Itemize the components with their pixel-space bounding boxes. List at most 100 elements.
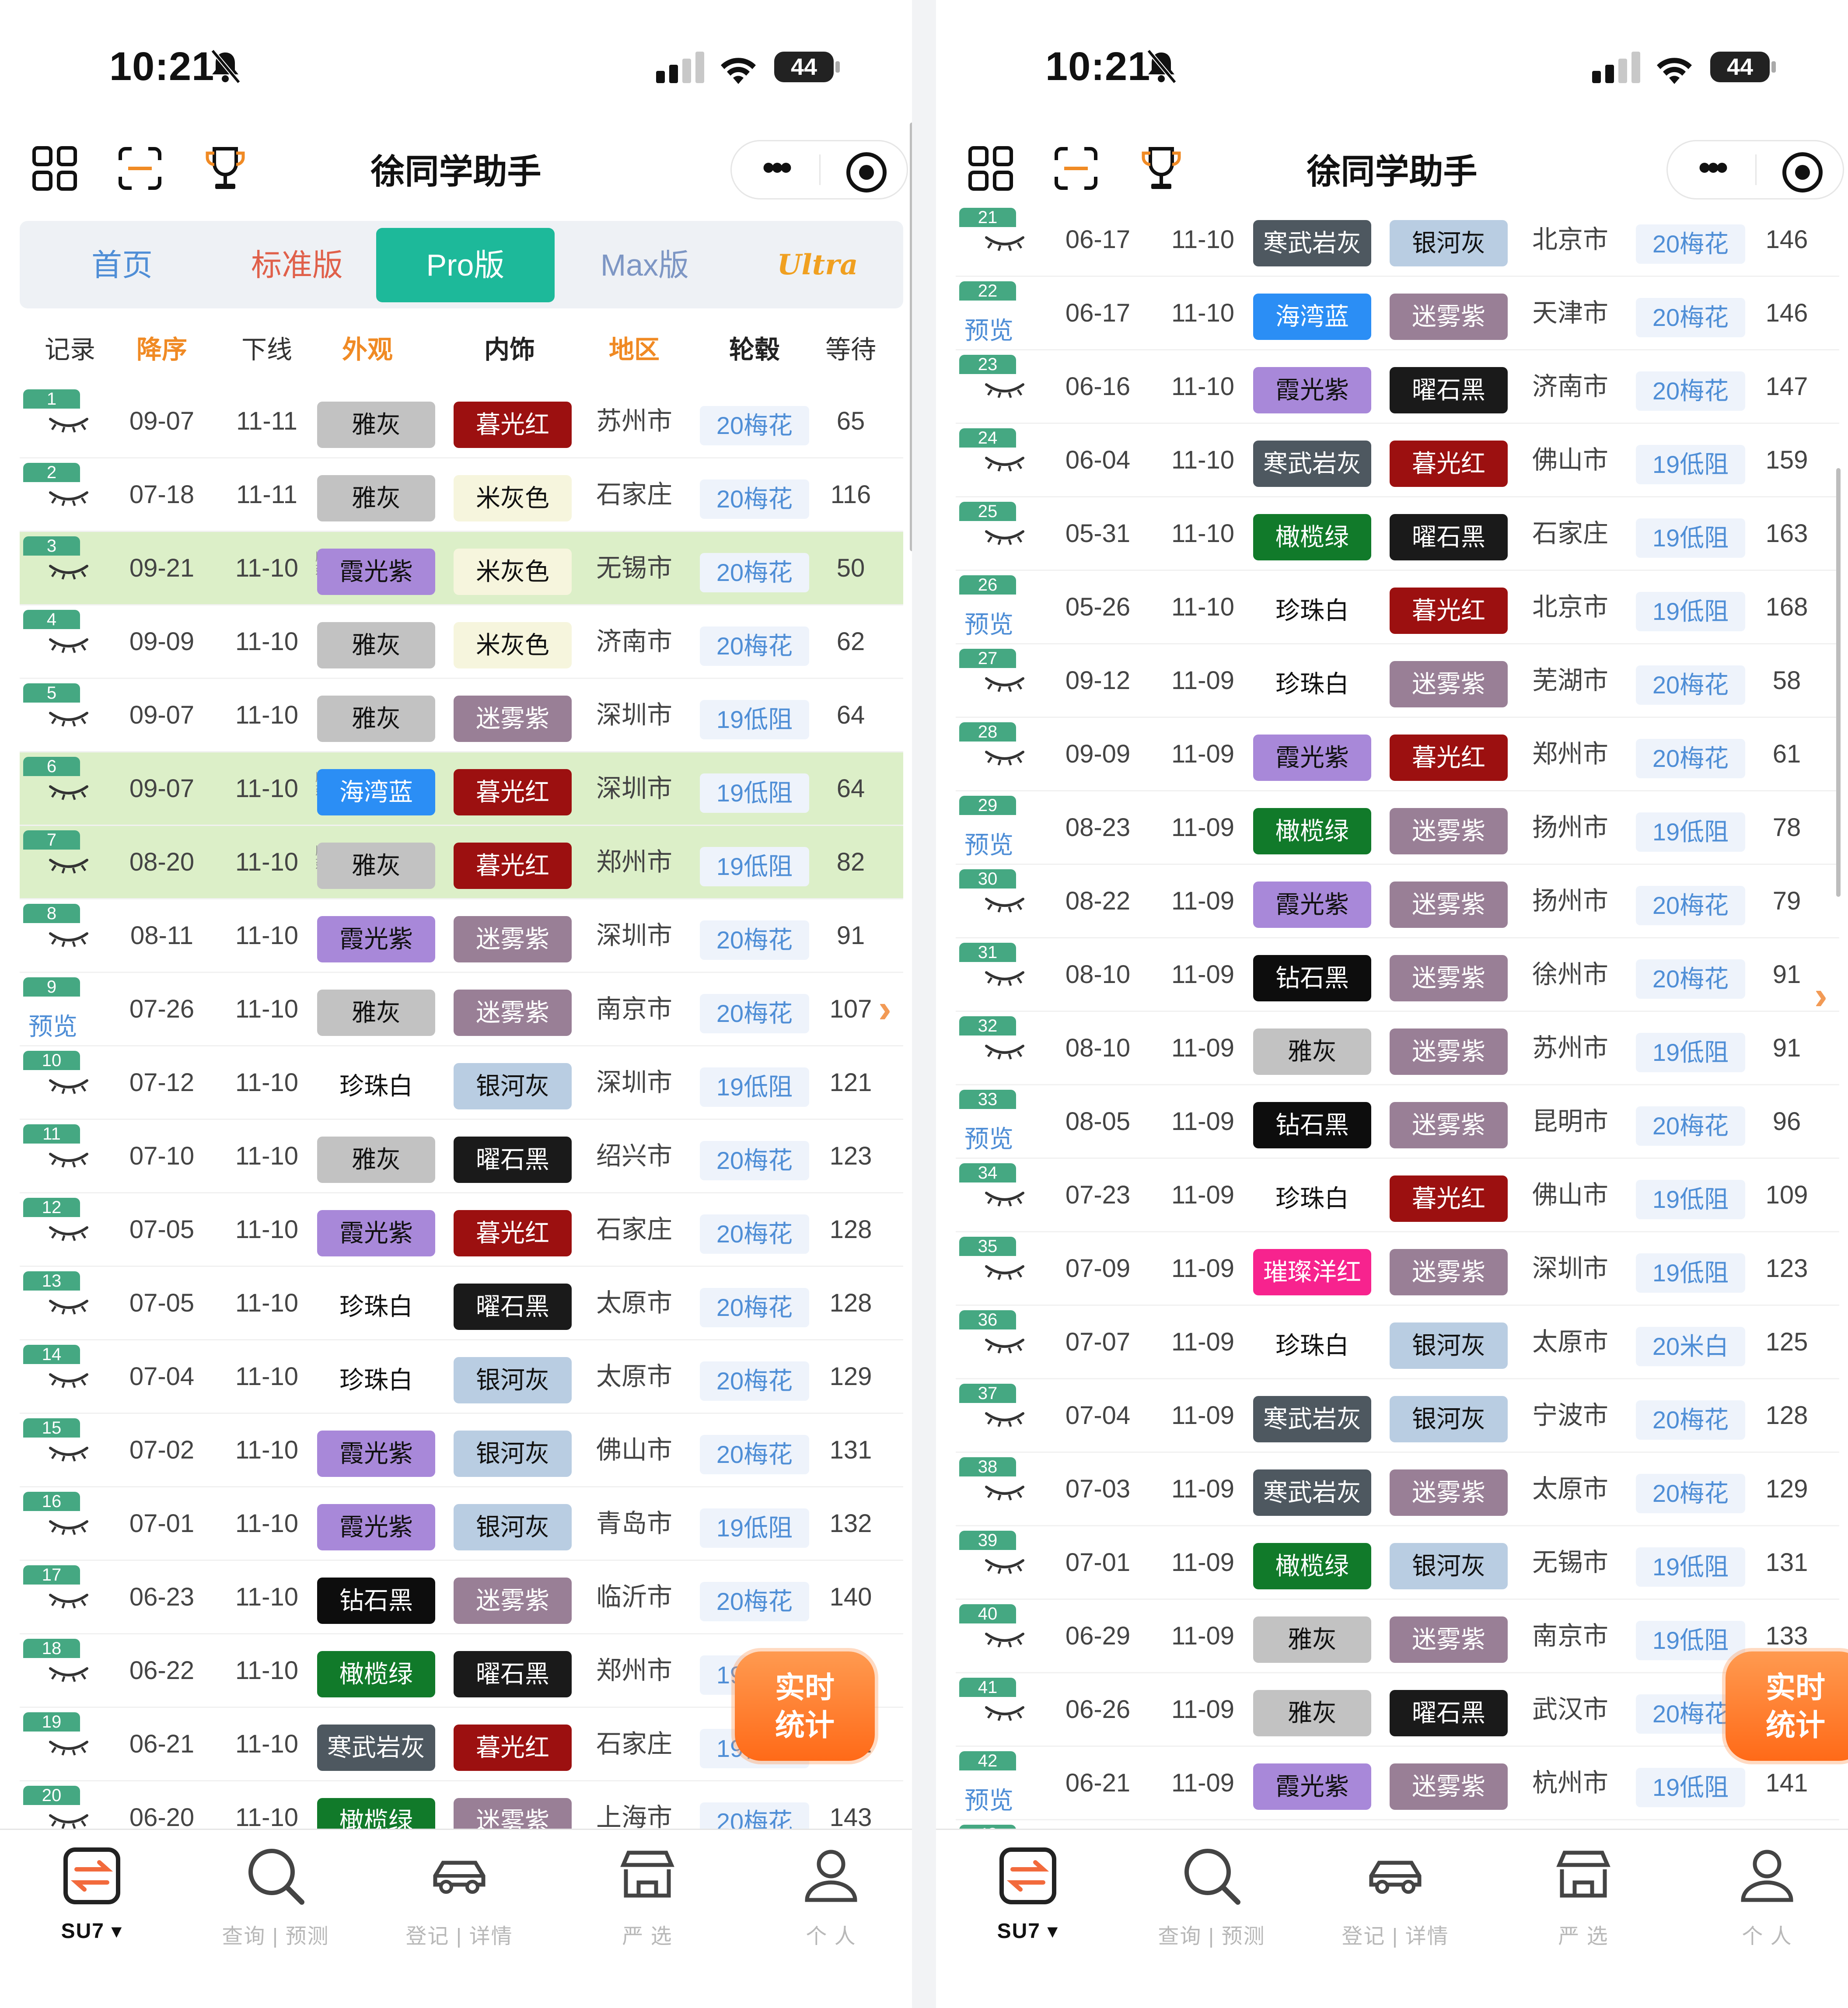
eye-closed-icon[interactable]	[984, 969, 1026, 987]
eye-closed-icon[interactable]	[984, 1704, 1026, 1721]
header-exterior[interactable]: 外观	[342, 336, 393, 364]
close-target-icon[interactable]	[846, 152, 887, 192]
table-row[interactable]: 12 07-05 11-10 霞光紫 暮光红 石家庄 20梅花 128	[20, 1193, 903, 1267]
eye-closed-icon[interactable]	[984, 234, 1026, 252]
tab-ultra[interactable]: Ultra	[777, 248, 858, 281]
close-target-icon[interactable]	[1782, 152, 1823, 192]
table-row[interactable]: 15 07-02 11-10 霞光紫 银河灰 佛山市 20梅花 131	[20, 1414, 903, 1487]
table-row[interactable]: 26 预览 05-26 11-10 珍珠白 暮光红 北京市 19低阻 168	[956, 571, 1839, 644]
nav-select[interactable]: 严 选	[564, 1843, 730, 1949]
table-row[interactable]: 34 07-23 11-09 珍珠白 暮光红 佛山市 19低阻 109	[956, 1159, 1839, 1232]
nav-select[interactable]: 严 选	[1500, 1843, 1666, 1949]
eye-closed-icon[interactable]	[48, 1812, 90, 1830]
eye-closed-icon[interactable]	[984, 1336, 1026, 1354]
header-offline[interactable]: 下线	[241, 336, 292, 364]
eye-closed-icon[interactable]	[48, 1592, 90, 1609]
nav-su7[interactable]: SU7 ▾	[9, 1843, 175, 1943]
nav-query[interactable]: 查询 | 预测	[192, 1843, 359, 1949]
scan-icon[interactable]	[1052, 144, 1100, 192]
tab-max[interactable]: Max版	[600, 248, 689, 282]
table-row[interactable]: 25 05-31 11-10 橄榄绿 曜石黑 石家庄 19低阻 163	[956, 497, 1839, 571]
header-interior[interactable]: 内饰	[484, 336, 535, 364]
eye-closed-icon[interactable]	[984, 455, 1026, 472]
grid-icon[interactable]	[31, 144, 79, 192]
table-row[interactable]: 23 06-16 11-10 霞光紫 曜石黑 济南市 20梅花 147	[956, 350, 1839, 424]
table-row[interactable]: 39 07-01 11-09 橄榄绿 银河灰 无锡市 19低阻 131	[956, 1526, 1839, 1600]
header-record[interactable]: 记录	[44, 336, 95, 364]
table-row[interactable]: 14 07-04 11-10 珍珠白 银河灰 太原市 20梅花 129	[20, 1340, 903, 1414]
eye-closed-icon[interactable]	[48, 930, 90, 948]
table-row[interactable]: 38 07-03 11-09 寒武岩灰 迷雾紫 太原市 20梅花 129	[956, 1453, 1839, 1526]
realtime-stats-button[interactable]: 实时 统计	[735, 1651, 875, 1761]
tab-pro[interactable]: Pro版	[376, 228, 555, 302]
scrollbar[interactable]	[910, 122, 912, 551]
eye-closed-icon[interactable]	[48, 1371, 90, 1389]
trophy-icon[interactable]	[1137, 144, 1185, 192]
table-row[interactable]: 1 09-07 11-11 雅灰 暮光红 苏州市 20梅花 65	[20, 385, 903, 458]
nav-personal[interactable]: 个 人	[748, 1843, 912, 1949]
chevron-right-icon[interactable]: ›	[1814, 974, 1827, 1018]
eye-closed-icon[interactable]	[48, 710, 90, 727]
eye-closed-icon[interactable]	[984, 1410, 1026, 1427]
realtime-stats-button[interactable]: 实时 统计	[1726, 1651, 1848, 1761]
header-region[interactable]: 地区	[608, 336, 660, 364]
tab-standard[interactable]: 标准版	[251, 248, 343, 282]
eye-closed-icon[interactable]	[48, 489, 90, 507]
nav-personal[interactable]: 个 人	[1684, 1843, 1848, 1949]
eye-closed-icon[interactable]	[48, 1077, 90, 1095]
table-row[interactable]: 30 08-22 11-09 霞光紫 迷雾紫 扬州市 20梅花 79	[956, 865, 1839, 938]
eye-closed-icon[interactable]	[48, 1518, 90, 1536]
eye-closed-icon[interactable]	[984, 1189, 1026, 1207]
scrollbar[interactable]	[1836, 468, 1841, 897]
nav-query[interactable]: 查询 | 预测	[1128, 1843, 1295, 1949]
nav-su7[interactable]: SU7 ▾	[945, 1843, 1111, 1943]
table-row[interactable]: 28 09-09 11-09 霞光紫 暮光红 郑州市 20梅花 61	[956, 718, 1839, 791]
trophy-icon[interactable]	[201, 144, 249, 192]
eye-closed-icon[interactable]	[984, 1483, 1026, 1501]
table-row[interactable]: 24 06-04 11-10 寒武岩灰 暮光红 佛山市 19低阻 159	[956, 424, 1839, 497]
nav-register[interactable]: 登记 | 详情	[1312, 1843, 1478, 1949]
eye-closed-icon[interactable]	[984, 1630, 1026, 1648]
table-row[interactable]: 13 07-05 11-10 珍珠白 曜石黑 太原市 20梅花 128	[20, 1267, 903, 1340]
table-row[interactable]: 27 09-12 11-09 珍珠白 迷雾紫 芜湖市 20梅花 58	[956, 644, 1839, 718]
table-row[interactable]: 21 06-17 11-10 寒武岩灰 银河灰 北京市 20梅花 146	[956, 203, 1839, 277]
eye-closed-icon[interactable]	[48, 1739, 90, 1756]
table-row[interactable]: 40 06-29 11-09 雅灰 迷雾紫 南京市 19低阻 133	[956, 1600, 1839, 1673]
tab-home[interactable]: 首页	[91, 248, 153, 282]
table-row[interactable]: 36 07-07 11-09 珍珠白 银河灰 太原市 20米白 125	[956, 1306, 1839, 1379]
grid-icon[interactable]	[967, 144, 1015, 192]
table-row[interactable]: 22 预览 06-17 11-10 海湾蓝 迷雾紫 天津市 20梅花 146	[956, 277, 1839, 350]
chevron-right-icon[interactable]: ›	[878, 987, 891, 1031]
eye-closed-icon[interactable]	[984, 675, 1026, 693]
header-order-desc[interactable]: 降序	[136, 336, 187, 364]
table-row[interactable]: 37 07-04 11-09 寒武岩灰 银河灰 宁波市 20梅花 128	[956, 1379, 1839, 1453]
table-row[interactable]: 29 预览 08-23 11-09 橄榄绿 迷雾紫 扬州市 19低阻 78	[956, 791, 1839, 865]
eye-closed-icon[interactable]	[984, 1263, 1026, 1280]
preview-link[interactable]: 预览	[28, 1013, 77, 1040]
table-row[interactable]: 2 07-18 11-11 雅灰 米灰色 石家庄 20梅花 116	[20, 458, 903, 532]
preview-link[interactable]: 预览	[964, 611, 1013, 638]
eye-closed-icon[interactable]	[48, 416, 90, 433]
eye-closed-icon[interactable]	[984, 1042, 1026, 1060]
nav-register[interactable]: 登记 | 详情	[376, 1843, 542, 1949]
eye-closed-icon[interactable]	[48, 1224, 90, 1242]
preview-link[interactable]: 预览	[964, 1787, 1013, 1814]
header-wheel[interactable]: 轮毂	[729, 336, 780, 364]
eye-closed-icon[interactable]	[984, 896, 1026, 913]
scan-icon[interactable]	[116, 144, 164, 192]
eye-closed-icon[interactable]	[984, 528, 1026, 546]
table-row[interactable]: 17 06-23 11-10 钻石黑 迷雾紫 临沂市 20梅花 140	[20, 1561, 903, 1634]
header-wait[interactable]: 等待	[825, 336, 876, 364]
preview-link[interactable]: 预览	[964, 831, 1013, 859]
eye-closed-icon[interactable]	[48, 1151, 90, 1168]
eye-closed-icon[interactable]	[984, 1557, 1026, 1574]
more-icon[interactable]: •••	[762, 148, 792, 187]
table-row[interactable]: 9 预览 07-26 11-10 雅灰 迷雾紫 南京市 20梅花 107	[20, 973, 903, 1046]
eye-closed-icon[interactable]	[48, 1445, 90, 1462]
table-row[interactable]: 33 预览 08-05 11-09 钻石黑 迷雾紫 昆明市 20梅花 96	[956, 1085, 1839, 1159]
table-row[interactable]: 16 07-01 11-10 霞光紫 银河灰 青岛市 19低阻 132	[20, 1487, 903, 1561]
